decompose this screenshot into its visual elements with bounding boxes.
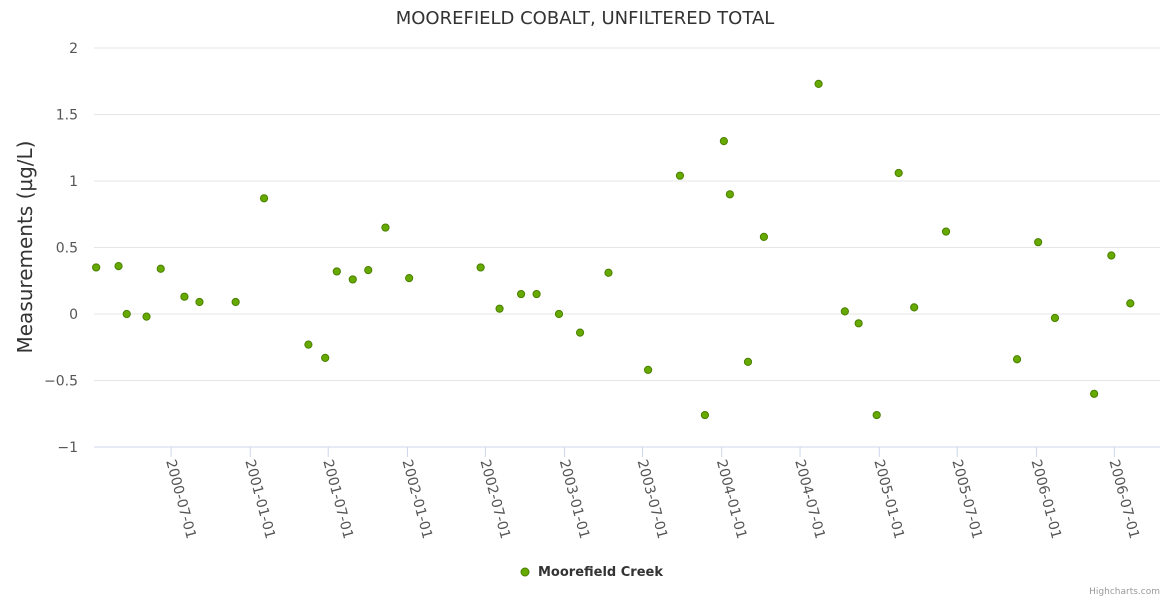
x-tick-label: 2006-07-01 xyxy=(1105,458,1142,541)
data-point[interactable] xyxy=(1050,313,1060,323)
data-point[interactable] xyxy=(575,328,585,337)
data-point[interactable] xyxy=(743,357,753,366)
x-tick-label: 2006-01-01 xyxy=(1028,458,1065,541)
y-tick-label: −1 xyxy=(57,440,78,456)
data-point[interactable] xyxy=(364,266,373,275)
data-point[interactable] xyxy=(1126,299,1135,308)
data-point[interactable] xyxy=(675,171,685,180)
data-point[interactable] xyxy=(321,353,330,362)
data-point[interactable] xyxy=(814,79,823,89)
data-point[interactable] xyxy=(1034,238,1043,247)
legend-marker-icon[interactable] xyxy=(520,567,530,577)
data-point[interactable] xyxy=(142,312,151,321)
x-tick-label: 2005-07-01 xyxy=(948,458,985,541)
data-point[interactable] xyxy=(122,309,131,319)
data-point[interactable] xyxy=(348,275,357,284)
data-point[interactable] xyxy=(195,297,204,307)
data-point[interactable] xyxy=(554,309,564,319)
data-point[interactable] xyxy=(381,223,390,232)
data-point[interactable] xyxy=(1090,389,1099,398)
data-point[interactable] xyxy=(872,410,881,420)
series-moorefield-creek[interactable] xyxy=(92,79,1170,420)
x-tick-label: 2004-07-01 xyxy=(791,458,828,541)
data-point[interactable] xyxy=(759,232,769,241)
data-point[interactable] xyxy=(476,263,485,272)
chart-title: MOOREFIELD COBALT, UNFILTERED TOTAL xyxy=(396,8,775,29)
y-tick-label: −0.5 xyxy=(44,374,78,390)
data-point[interactable] xyxy=(516,289,526,299)
x-axis-ticks: 2000-07-01 2001-01-01 2001-07-01 2002-01-01… xyxy=(162,447,1142,541)
data-point[interactable] xyxy=(180,292,189,301)
data-point[interactable] xyxy=(941,227,951,236)
data-point[interactable] xyxy=(719,137,728,146)
legend-label[interactable]: Moorefield Creek xyxy=(538,565,663,580)
data-point[interactable] xyxy=(643,365,653,374)
data-point[interactable] xyxy=(840,307,849,316)
data-point[interactable] xyxy=(405,273,414,283)
x-tick-label: 2005-01-01 xyxy=(870,458,907,541)
x-tick-label: 2003-07-01 xyxy=(634,458,671,541)
data-point[interactable] xyxy=(92,263,101,272)
data-point[interactable] xyxy=(604,268,613,277)
y-tick-label: 2 xyxy=(69,41,78,57)
y-tick-label: 0.5 xyxy=(56,241,78,257)
data-point[interactable] xyxy=(894,168,903,178)
x-tick-label: 2001-07-01 xyxy=(319,458,356,541)
data-point[interactable] xyxy=(495,304,504,313)
data-point[interactable] xyxy=(156,264,165,273)
credits-link[interactable]: Highcharts.com xyxy=(1089,587,1160,597)
x-tick-label: 2000-07-01 xyxy=(162,458,199,541)
x-tick-label: 2003-01-01 xyxy=(556,458,593,541)
x-tick-label: 2001-01-01 xyxy=(241,458,278,541)
data-point[interactable] xyxy=(1012,355,1022,364)
legend[interactable]: Moorefield Creek xyxy=(520,565,663,580)
x-tick-label: 2002-01-01 xyxy=(399,458,436,541)
data-point[interactable] xyxy=(231,297,240,307)
y-tick-label: 1 xyxy=(69,174,78,190)
y-tick-label: 1.5 xyxy=(56,108,78,124)
y-axis-label: Measurements (µg/L) xyxy=(13,141,37,354)
data-point[interactable] xyxy=(854,319,863,328)
data-point[interactable] xyxy=(910,303,919,312)
y-tick-label: 0 xyxy=(69,307,78,323)
data-point[interactable] xyxy=(304,340,313,349)
y-axis-ticks: −1 −0.5 0 0.5 1 1.5 2 xyxy=(44,41,78,456)
data-point[interactable] xyxy=(114,262,123,271)
x-tick-label: 2004-01-01 xyxy=(713,458,750,541)
x-tick-label: 2002-07-01 xyxy=(476,458,513,541)
data-point[interactable] xyxy=(725,190,734,199)
grid-lines xyxy=(94,47,1160,381)
data-point[interactable] xyxy=(700,410,710,420)
data-point[interactable] xyxy=(532,289,541,299)
data-point[interactable] xyxy=(1107,251,1116,260)
data-point[interactable] xyxy=(332,267,341,276)
data-point[interactable] xyxy=(259,194,269,203)
